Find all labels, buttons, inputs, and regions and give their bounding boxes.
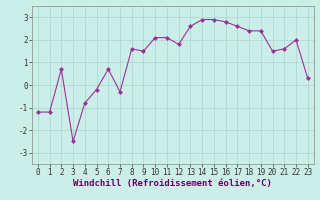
X-axis label: Windchill (Refroidissement éolien,°C): Windchill (Refroidissement éolien,°C) <box>73 179 272 188</box>
